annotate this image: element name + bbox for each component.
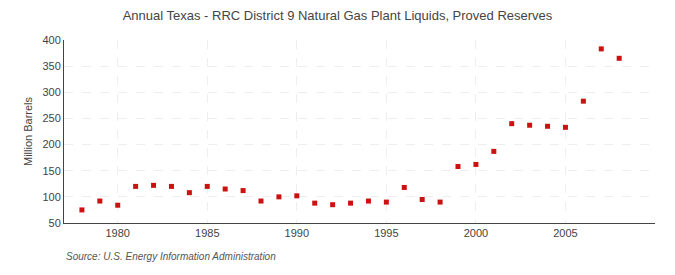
svg-text:400: 400 [42,34,60,46]
svg-text:200: 200 [42,138,60,150]
svg-text:2000: 2000 [464,227,488,239]
svg-text:350: 350 [42,60,60,72]
svg-text:Source: U.S. Energy Informatio: Source: U.S. Energy Information Administ… [66,251,276,262]
svg-text:150: 150 [42,165,60,177]
svg-text:Million Barrels: Million Barrels [22,96,34,166]
svg-text:300: 300 [42,86,60,98]
svg-text:1990: 1990 [285,227,309,239]
svg-text:2005: 2005 [553,227,577,239]
svg-text:1980: 1980 [105,227,129,239]
svg-text:1985: 1985 [195,227,219,239]
svg-text:100: 100 [42,191,60,203]
svg-text:Annual Texas - RRC District 9: Annual Texas - RRC District 9 Natural Ga… [123,8,553,23]
svg-text:250: 250 [42,112,60,124]
svg-text:1995: 1995 [374,227,398,239]
svg-text:50: 50 [49,217,61,229]
